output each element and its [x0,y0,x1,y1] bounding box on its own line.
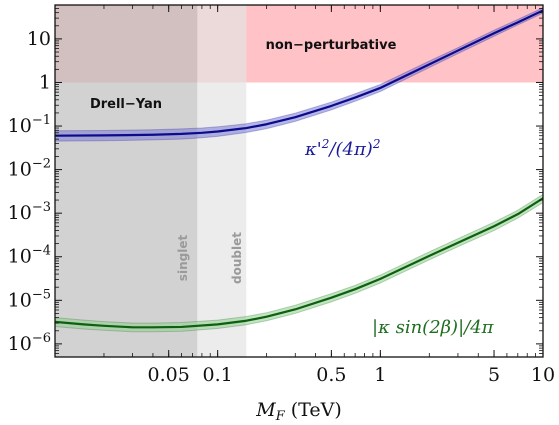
shaded-regions [55,5,543,357]
x-tick-label: 0.5 [316,364,346,386]
x-axis-title: MF (TeV) [255,399,342,424]
y-tick-label: 10−5 [8,287,51,311]
doublet-label: doublet [230,232,244,284]
x-tick-label: 10 [531,364,555,386]
y-tick-label: 10−6 [8,331,51,355]
axis-tick-labels: 10−6 10−5 10−4 10−3 10−2 10−1 1 10 0.05 0.1 0.5 1 5 1… [8,28,555,386]
uncertainty-bands [55,7,543,333]
x-tick-label: 5 [488,364,500,386]
singlet-region [197,5,247,357]
singlet-label: singlet [176,235,190,282]
drell-yan-label: Drell−Yan [90,97,162,112]
y-tick-label: 10−3 [8,200,51,224]
series-1-line [55,197,543,329]
plot-frame [54,4,544,358]
y-tick-label: 1 [39,71,51,93]
y-tick-label: 10−4 [8,244,51,268]
non-perturbative-label: non−perturbative [266,38,397,53]
y-tick-label: 10 [27,28,51,50]
x-tick-label: 0.05 [148,364,190,386]
series-lines [55,9,543,329]
series-1-band [55,193,543,333]
green-curve-label: |κ sin(2β)|/4π [372,317,495,338]
drell-yan-region [55,5,198,357]
y-tick-label: 10−2 [8,157,51,181]
x-tick-label: 1 [374,364,386,386]
y-tick-label: 10−1 [8,113,51,137]
x-tick-label: 0.1 [203,364,233,386]
series-0-band [55,7,543,142]
blue-curve-label: κ'2/(4π)2 [304,137,380,160]
series-0-line [55,9,543,137]
axis-ticks [54,4,544,358]
